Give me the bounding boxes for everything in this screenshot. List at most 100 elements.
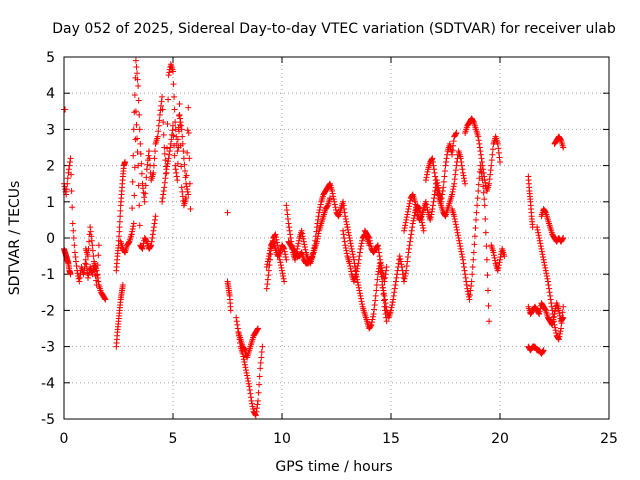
data-point [137,140,144,147]
data-point [125,239,132,246]
data-point [84,274,91,281]
data-point [481,177,488,184]
data-point [179,188,186,195]
data-point [258,354,265,361]
data-point [242,364,249,371]
data-point [252,412,259,419]
data-point [389,301,396,308]
data-point [93,282,100,289]
data-point [383,318,390,325]
data-point [495,262,502,269]
data-point [166,151,173,158]
data-point [342,244,349,251]
data-point [422,198,429,205]
data-point [559,315,566,322]
data-point [184,188,191,195]
data-point [273,236,280,243]
data-point [405,206,412,213]
data-point [76,278,83,285]
data-point [171,142,178,149]
data-point [178,122,185,129]
data-point [247,394,254,401]
data-point [149,231,156,238]
data-point [355,282,362,289]
data-point [483,243,490,250]
data-point [461,177,468,184]
data-point [272,231,279,238]
data-point [282,254,289,261]
data-point [116,218,123,225]
data-point [423,204,430,211]
data-point [178,126,185,133]
data-point [467,292,474,299]
y-tick-label: 1 [46,195,55,211]
data-point [536,311,543,318]
data-point [535,229,542,236]
data-point [141,198,148,205]
data-point [162,175,169,182]
data-point [276,250,283,257]
data-point [348,243,355,250]
data-point [494,140,501,147]
data-point [280,244,287,251]
data-point [392,278,399,285]
data-point [72,258,79,265]
data-point [552,327,559,334]
data-point [177,119,184,126]
data-point [287,231,294,238]
data-point [317,204,324,211]
data-point [75,275,82,282]
data-point [301,244,308,251]
data-point [431,166,438,173]
data-point [184,186,191,193]
data-point [380,287,387,294]
data-point [245,380,252,387]
data-point [135,162,142,169]
data-point [130,152,137,159]
data-point [246,387,253,394]
data-point [359,301,366,308]
data-point [461,267,468,274]
data-point [254,326,261,333]
data-point [427,216,434,223]
data-point [495,149,502,156]
data-point [358,243,365,250]
data-point [331,201,338,208]
data-point [136,111,143,118]
data-point [158,98,165,105]
data-point [179,193,186,200]
data-point [186,155,193,162]
data-point [137,150,144,157]
data-point [454,229,461,236]
data-point [456,240,463,247]
data-point [410,217,417,224]
data-point [458,158,465,165]
data-point [170,122,176,129]
data-point [487,167,494,174]
data-point [139,180,146,187]
y-tick-label: 5 [46,50,55,66]
data-point [452,130,459,137]
data-point [167,144,174,151]
data-point [441,173,448,180]
data-point [404,258,411,265]
data-point [345,229,352,236]
data-point [538,248,545,255]
data-point [150,224,157,231]
data-point [417,214,424,221]
data-point [181,161,188,168]
data-point [165,72,172,79]
data-point [540,254,547,261]
data-point [434,189,441,196]
data-point [340,231,347,238]
data-point [358,295,365,302]
data-point [486,176,493,183]
data-point [234,325,241,332]
data-point [159,106,166,113]
data-point [542,306,549,313]
data-point [66,162,73,169]
data-point [255,397,262,404]
data-point [433,184,440,191]
data-point [405,249,412,256]
data-point [347,263,354,270]
